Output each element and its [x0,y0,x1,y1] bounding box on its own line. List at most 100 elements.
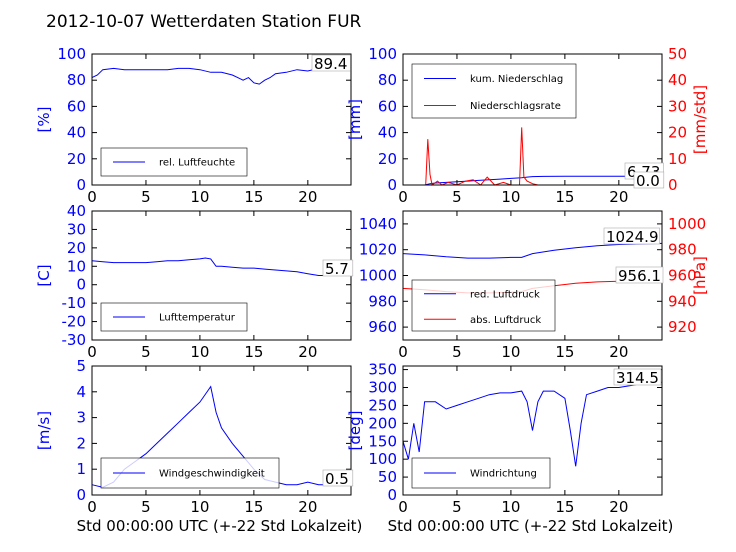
x-tick-label: 10 [190,188,209,206]
x-tick-label: 15 [555,498,574,516]
last-value-label: 5.7 [325,260,349,278]
legend: red. Luftdruck abs. Luftdruck [411,279,556,332]
y2-axis-label: [hPa] [691,256,709,295]
x-tick-label: 20 [609,188,628,206]
y2-tick-label: 10 [668,150,687,168]
panel-3: 0 5 10 15 20-30-20-10010203040[C]Lufttempera… [35,202,354,361]
last-value-box [322,259,354,277]
legend-label: Windrichtung [470,469,537,480]
x-tick-label: 20 [298,343,317,361]
x-tick-label: 10 [190,343,209,361]
y2-tick-label: 980 [668,241,697,259]
x-tick-label: 20 [609,343,628,361]
y2-tick-label: 1000 [668,215,706,233]
y-tick-label: 1020 [359,241,397,259]
y2-tick-label: 960 [668,267,697,285]
x-tick-label: 20 [298,498,317,516]
y2-tick-label: 920 [668,318,697,336]
y-tick-label: 80 [378,71,397,89]
legend-label: Lufttemperatur [159,313,236,324]
legend-label: abs. Luftdruck [470,315,541,326]
y-tick-label: 100 [368,45,397,63]
y-tick-label: 20 [378,150,397,168]
last-value-label: 0.0 [636,172,660,190]
y-tick-label: -20 [62,313,87,331]
last-value-box [603,227,660,245]
x-tick-label: 10 [501,343,520,361]
y-axis-label: [C] [35,264,53,286]
x-tick-label: 0 [87,498,97,516]
y-tick-label: 50 [378,468,397,486]
legend-label: red. Luftdruck [470,289,540,300]
y2-tick-label: 40 [668,71,687,89]
figure-title: 2012-10-07 Wetterdaten Station FUR [46,12,362,32]
y2-tick-label: 940 [668,292,697,310]
y-tick-label: 1040 [359,215,397,233]
series-line-1 [402,242,663,259]
last-value-box [613,368,662,386]
y-tick-label: 0 [76,276,86,294]
series-line-2 [403,127,662,186]
y-tick-label: 60 [378,97,397,115]
y-tick-label: 0 [76,176,86,194]
x-tick-label: 5 [452,188,462,206]
y2-tick-label: 20 [668,124,687,142]
y2-tick-label: 0 [668,176,678,194]
last-value-label: 956.1 [618,267,661,285]
x-tick-label: 5 [141,343,151,361]
y-tick-label: 0 [387,176,397,194]
plot-frame [91,53,352,186]
last-value-box [615,266,664,284]
x-tick-label: 0 [87,343,97,361]
y-tick-label: 200 [368,414,397,432]
y-tick-label: 1000 [359,267,397,285]
y-tick-label: 0 [387,486,397,504]
y-tick-label: 300 [368,379,397,397]
y-axis-label: [%] [35,107,53,133]
y-tick-label: 10 [67,257,86,275]
legend-label: kum. Niederschlag [470,74,563,85]
x-axis-label: Std 00:00:00 UTC (+-22 Std Lokalzeit) [77,517,363,535]
last-value-box [322,469,354,487]
series-line-1 [91,67,352,85]
legend-label: rel. Luftfeuchte [159,158,235,169]
y-tick-label: 980 [368,292,397,310]
legend-box [411,279,556,332]
x-axis-label: Std 00:00:00 UTC (+-22 Std Lokalzeit) [388,517,674,535]
x-tick-label: 0 [398,343,408,361]
y-tick-label: 5 [76,357,86,375]
y-axis-label: [m/s] [35,411,53,450]
last-value-label: 1024.9 [606,228,659,246]
y-tick-label: 3 [76,409,86,427]
y-tick-label: 20 [67,150,86,168]
y-tick-label: 1 [76,460,86,478]
panel-1: 0 5 10 15 20 0 20 40 60 80 100 [%] rel. Luftfeuchte 8… [35,45,352,206]
x-tick-label: 15 [244,343,263,361]
y-axis-label: [mm] [346,99,364,140]
legend-label: Niederschlagsrate [470,101,561,112]
x-tick-label: 5 [141,498,151,516]
x-tick-label: 0 [398,498,408,516]
legend: Lufttemperatur [100,302,248,332]
x-tick-label: 10 [501,188,520,206]
y-tick-label: 80 [67,71,86,89]
last-value-box [311,54,351,72]
legend-label: Windgeschwindigkeit [159,469,265,480]
y2-tick-label: 30 [668,97,687,115]
legend: Windgeschwindigkeit [100,457,280,489]
panel-5: 0 5 10 15 20 0 1 2 3 4 5 [m/s] Std 00:00:00 UTC (+-2… [35,357,362,535]
x-tick-label: 0 [87,188,97,206]
x-tick-label: 15 [555,188,574,206]
x-tick-label: 15 [244,498,263,516]
panel-2: 0 5 10 15 20 0 20 40 60 80 100 0 10 20 30 40 50 [mm] [mm/s… [346,45,709,206]
y-tick-label: 40 [67,124,86,142]
legend-box [411,63,577,119]
legend: kum. Niederschlag Niederschlagsrate [411,63,577,119]
last-value-label: 0.5 [325,470,349,488]
x-tick-label: 15 [555,343,574,361]
plot-frame [402,53,663,186]
last-value-label: 89.4 [314,55,347,73]
x-tick-label: 15 [244,188,263,206]
